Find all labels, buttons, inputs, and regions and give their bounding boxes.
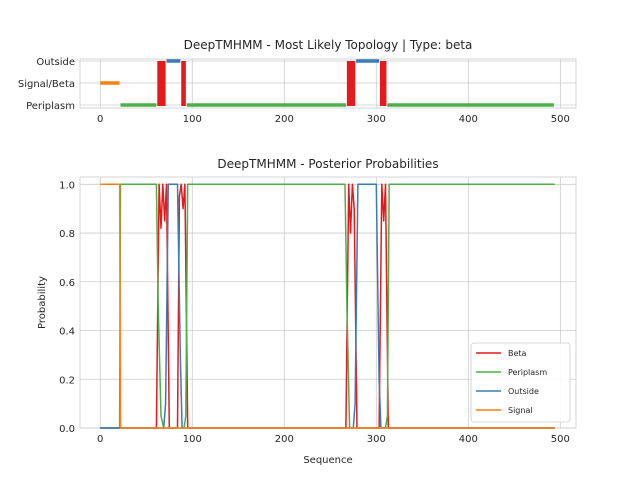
y-tick-label: Periplasm	[26, 101, 75, 112]
x-tick-label: 300	[367, 114, 386, 125]
x-axis-label: Sequence	[303, 455, 352, 466]
x-tick-label: 0	[97, 434, 103, 445]
y-tick-label: Signal/Beta	[18, 79, 75, 90]
y-tick-label: Outside	[36, 57, 75, 68]
beta-strand-bar	[346, 61, 356, 106]
y-tick-label: 0.4	[59, 327, 75, 338]
beta-strand-bar	[157, 61, 166, 106]
x-tick-label: 500	[551, 434, 570, 445]
x-tick-label: 0	[97, 114, 103, 125]
x-tick-label: 300	[367, 434, 386, 445]
y-tick-label: 0.8	[59, 229, 75, 240]
y-tick-label: 0.2	[59, 375, 75, 386]
y-tick-label: 0.6	[59, 278, 75, 289]
series-group	[100, 183, 555, 429]
beta-strand-bar	[379, 61, 387, 106]
x-tick-label: 500	[551, 114, 570, 125]
x-tick-label: 200	[275, 434, 294, 445]
x-tick-label: 200	[275, 114, 294, 125]
plot-frame	[79, 58, 577, 109]
legend-box	[470, 342, 571, 423]
x-tick-label: 400	[459, 114, 478, 125]
y-axis-label: Probability	[37, 276, 48, 329]
x-tick-label: 400	[459, 434, 478, 445]
plot-title: DeepTMHMM - Most Likely Topology | Type:…	[184, 38, 473, 52]
legend: Beta Periplasm Outside Signal	[470, 342, 571, 423]
legend-label: Outside	[508, 387, 539, 396]
beta-strand-bar	[181, 61, 186, 106]
x-tick-label: 100	[183, 434, 202, 445]
plot-title: DeepTMHMM - Posterior Probabilities	[217, 157, 438, 171]
legend-label: Signal	[508, 406, 533, 415]
topology-plot: 0 100 200 300 400 500 Periplasm Signal/Beta Outs…	[18, 38, 577, 125]
posterior-probability-plot: 0 100 200 300 400 500 0.0 0.2 0.4 0.6 0.8 1.0 DeepTM…	[37, 157, 577, 466]
y-tick-label: 1.0	[59, 180, 75, 191]
y-tick-label: 0.0	[59, 424, 75, 435]
legend-label: Periplasm	[508, 368, 547, 377]
signal-series-line	[100, 183, 555, 429]
legend-label: Beta	[508, 349, 527, 358]
x-tick-label: 100	[183, 114, 202, 125]
